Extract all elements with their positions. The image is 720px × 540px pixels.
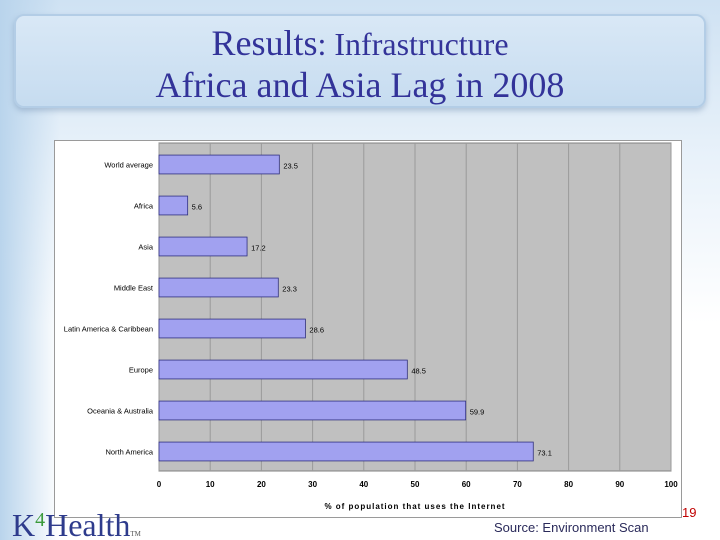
logo-four: 4 [35, 509, 46, 531]
logo-tm: TM [130, 530, 141, 538]
x-tick-label: 10 [206, 480, 215, 489]
category-label: Asia [138, 243, 153, 252]
x-tick-label: 100 [664, 480, 678, 489]
title-banner: Results: Infrastructure Africa and Asia … [14, 14, 706, 108]
bar [158, 236, 248, 257]
category-label: North America [105, 448, 153, 457]
bar-value-label: 73.1 [537, 449, 552, 458]
x-tick-label: 30 [308, 480, 317, 489]
category-label: Latin America & Caribbean [64, 325, 153, 334]
bar-value-label: 5.6 [192, 203, 202, 212]
bar-value-label: 17.2 [251, 244, 266, 253]
bar [158, 318, 306, 339]
title-sub: : Infrastructure [317, 26, 509, 62]
page-number: 19 [682, 505, 697, 520]
title-main: Results [211, 23, 318, 63]
logo-k: K [12, 507, 36, 540]
bar-value-label: 23.5 [283, 162, 298, 171]
x-axis-label: % of population that uses the Internet [324, 502, 505, 511]
bar [158, 154, 280, 175]
bar-value-label: 48.5 [411, 367, 426, 376]
k4health-logo: K4HealthTM [12, 502, 141, 540]
bar [158, 359, 408, 380]
bar-value-label: 28.6 [309, 326, 324, 335]
bar-value-label: 59.9 [470, 408, 485, 417]
x-tick-label: 20 [257, 480, 266, 489]
category-label: World average [104, 161, 153, 170]
bar-value-label: 23.3 [282, 285, 297, 294]
category-label: Middle East [114, 284, 154, 293]
x-tick-label: 50 [411, 480, 420, 489]
bar [158, 441, 534, 462]
x-tick-label: 60 [462, 480, 471, 489]
slide-subtitle: Africa and Asia Lag in 2008 [155, 65, 565, 105]
x-tick-label: 90 [615, 480, 624, 489]
chart-container: 0 10 20 30 40 50 60 70 80 90 100 % of population th… [54, 140, 682, 518]
category-label: Africa [134, 202, 154, 211]
x-tick-label: 70 [513, 480, 522, 489]
x-tick-label: 80 [564, 480, 573, 489]
logo-rest: Health [45, 507, 131, 540]
slide-title: Results: Infrastructure [16, 22, 704, 65]
x-tick-label: 40 [359, 480, 368, 489]
bar [158, 195, 189, 216]
category-label: Oceania & Australia [87, 407, 154, 416]
bar [158, 400, 467, 421]
x-tick-label: 0 [157, 480, 162, 489]
source-note: Source: Environment Scan [494, 520, 649, 535]
bar-chart: 0 10 20 30 40 50 60 70 80 90 100 % of population th… [64, 142, 678, 511]
category-label: Europe [129, 366, 153, 375]
bar [158, 277, 279, 298]
